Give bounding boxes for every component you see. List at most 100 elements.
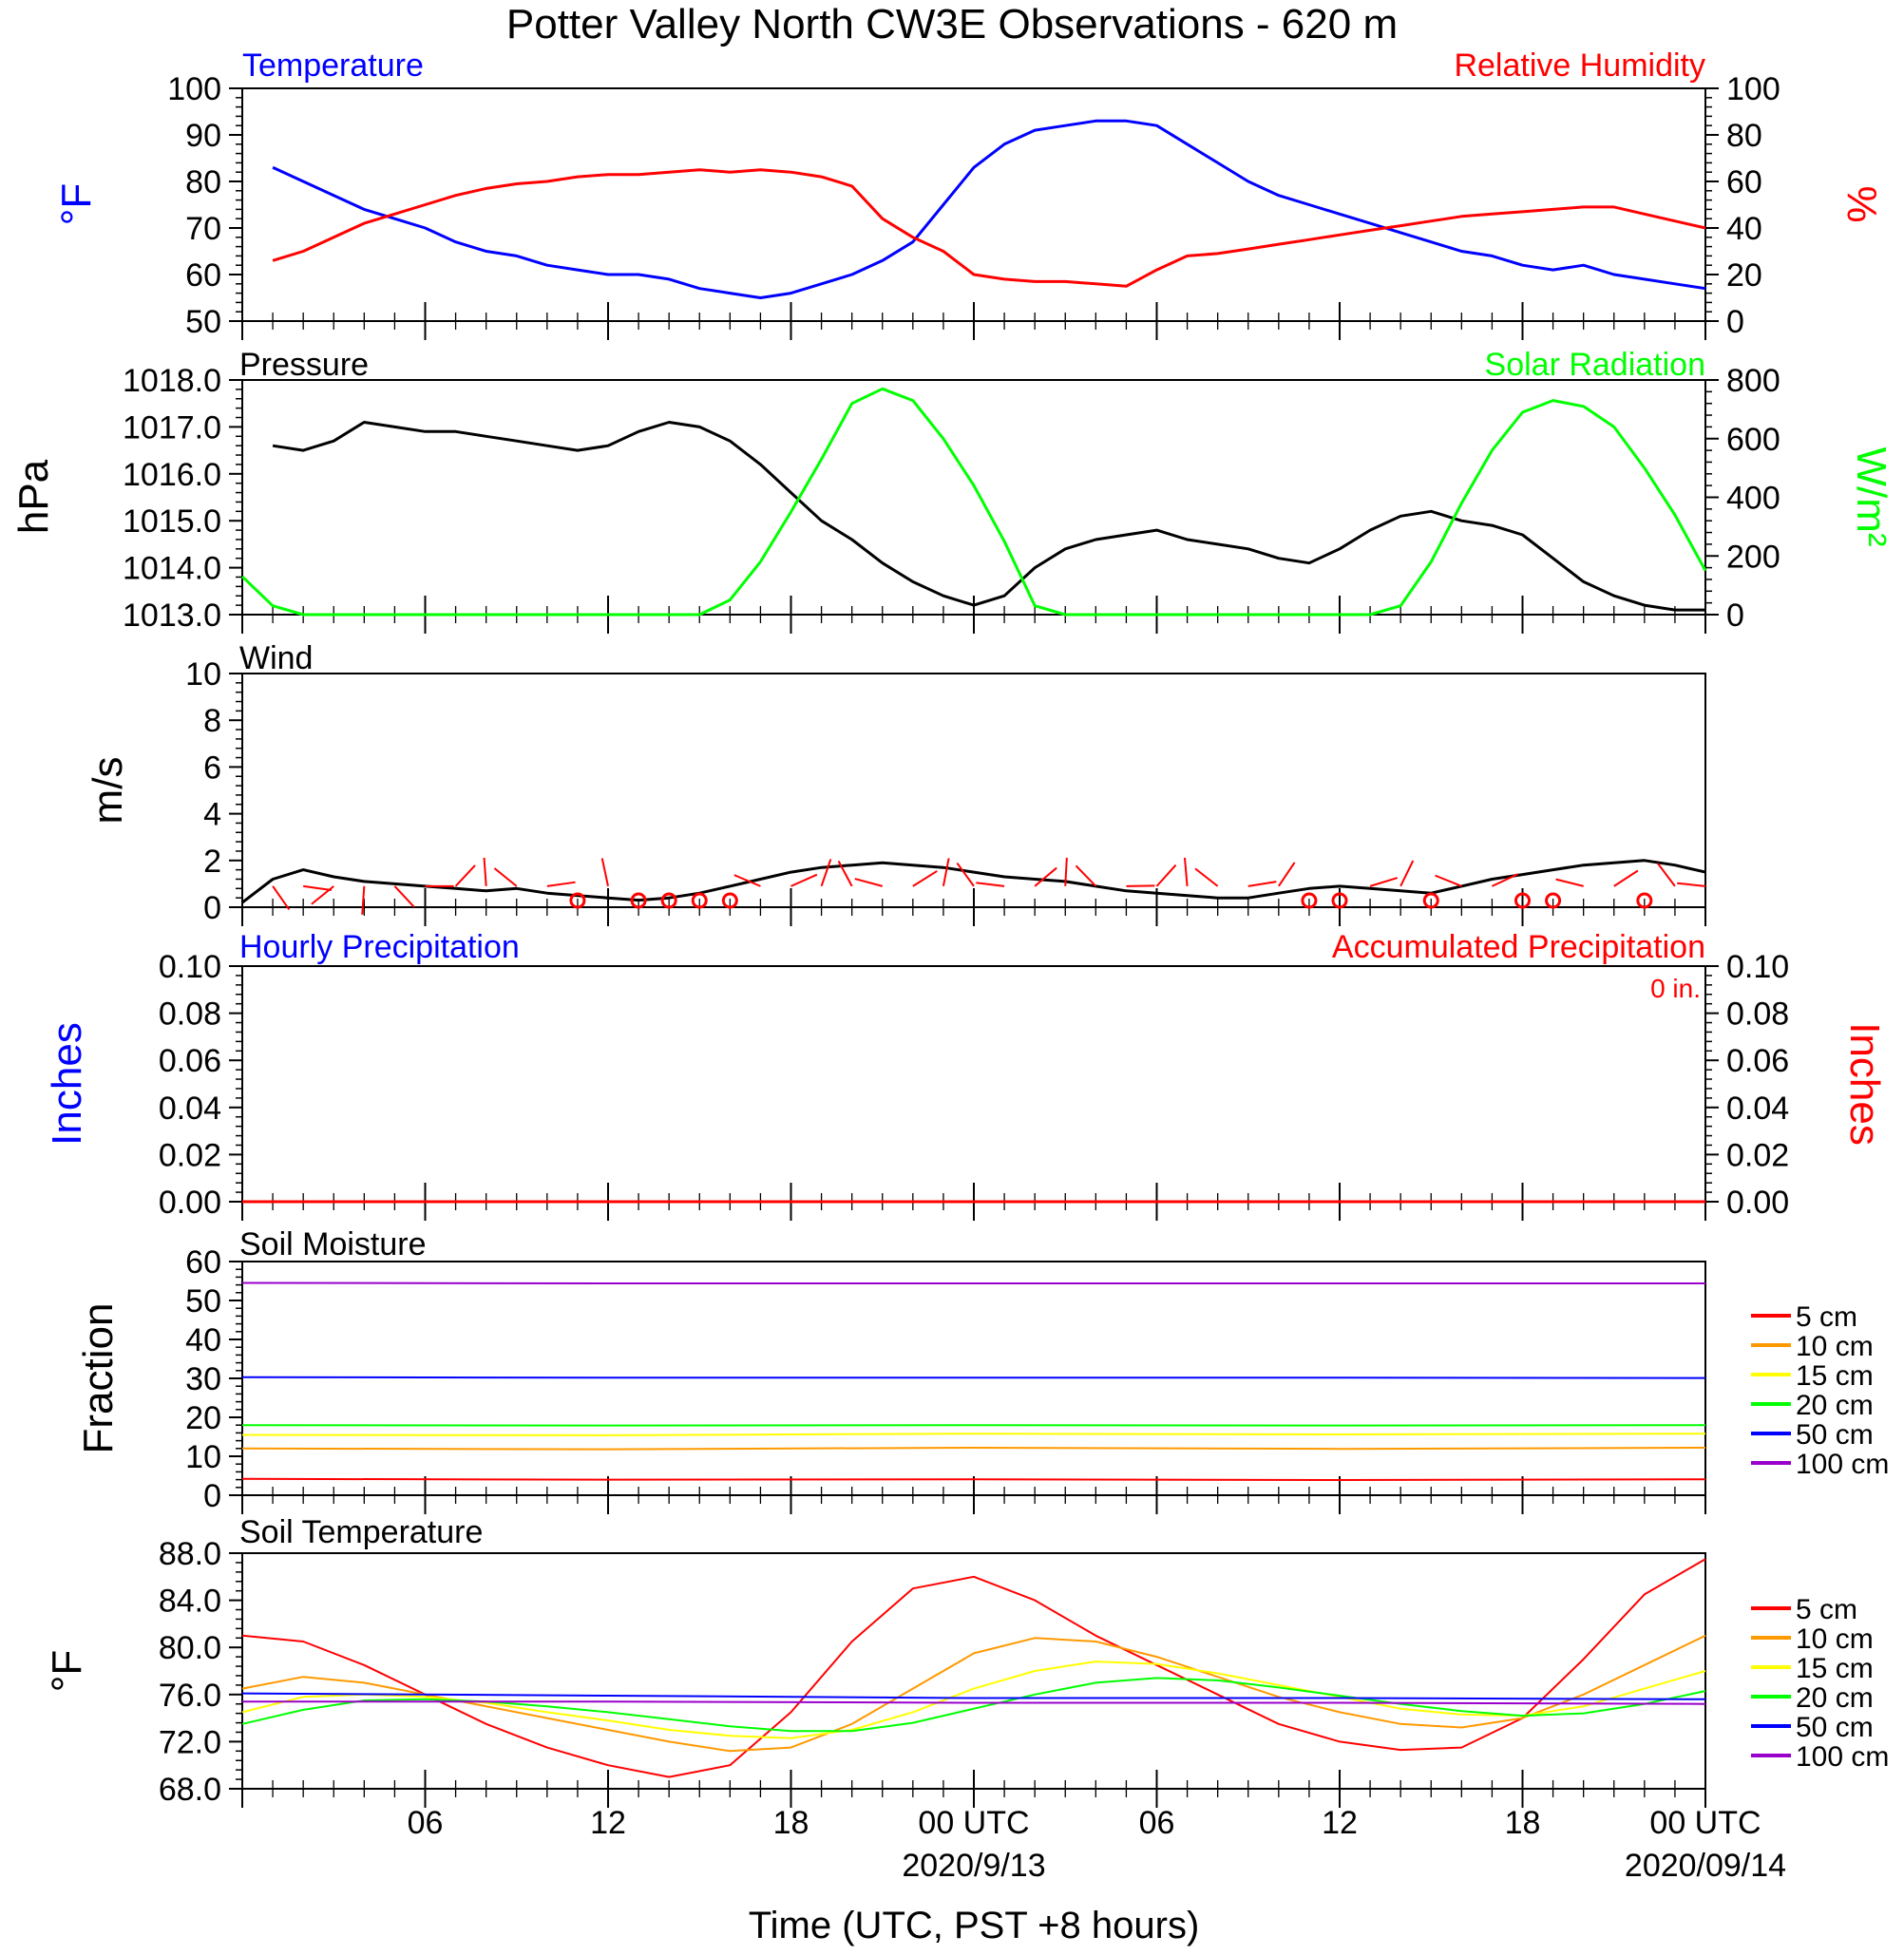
x-tick-label: 12: [1322, 1805, 1358, 1841]
wind-barb: [820, 859, 832, 887]
calm-marker: [630, 892, 647, 909]
y-tick-label: 0.00: [159, 1185, 221, 1221]
calm-marker: [1636, 892, 1653, 909]
wind-barb: [942, 858, 950, 887]
legend-label: 50 cm: [1796, 1712, 1874, 1743]
wind-barb: [1064, 857, 1068, 886]
wind-barb: [854, 878, 884, 887]
y-tick-label: 0.10: [159, 949, 221, 985]
panel-ticks: 0.10 0.08 0.06 0.04 0.02 0.00 0.10 0.08 0.06 0.04…: [159, 949, 1789, 1221]
wind-barb: [1155, 864, 1177, 887]
x-tick-label: 18: [773, 1805, 809, 1841]
y-tick-label: 0: [1726, 304, 1744, 340]
y-tick-label: 1013.0: [123, 598, 221, 634]
y-tick-label: 20: [1726, 257, 1762, 294]
x-date-label: 2020/9/13: [902, 1848, 1045, 1884]
y-tick-label: 1017.0: [123, 409, 221, 446]
panel-series: [241, 1558, 1706, 1778]
figure-title: Potter Valley North CW3E Observations - …: [506, 1, 1398, 47]
calm-marker: [569, 892, 586, 909]
y-tick-label: 0.06: [159, 1043, 221, 1079]
y-tick-label: 100: [167, 71, 221, 107]
y-label-hpa: hPa: [10, 459, 57, 534]
wind-barb: [1194, 867, 1219, 887]
y-tick-label: 72.0: [159, 1724, 221, 1760]
y-tick-label: 4: [203, 797, 221, 833]
wind-barb: [1657, 863, 1676, 887]
y-tick-label: 80: [1726, 118, 1762, 154]
panel-title-soil-moisture: Soil Moisture: [239, 1226, 427, 1262]
y-tick-label: 6: [203, 750, 221, 786]
panel-title-relative-humidity: Relative Humidity: [1454, 47, 1705, 84]
legend-label: 5 cm: [1796, 1594, 1857, 1625]
accumulated-total-label: 0 in.: [1650, 974, 1701, 1003]
legend-label: 10 cm: [1796, 1331, 1874, 1362]
wind-barb: [303, 884, 333, 892]
y-tick-label: 0: [203, 890, 221, 926]
wind-barb: [493, 867, 518, 887]
wind-barb: [790, 873, 818, 887]
y-label-soil-fahrenheit: °F: [44, 1650, 90, 1692]
wind-barb: [1126, 884, 1155, 887]
wind-barb: [272, 885, 291, 911]
y-tick-label: 50: [185, 1283, 221, 1319]
y-tick-label: 1014.0: [123, 551, 221, 587]
y-tick-label: 8: [203, 703, 221, 739]
wind-barb: [1491, 873, 1519, 887]
legend-label: 15 cm: [1796, 1360, 1874, 1392]
panel-precipitation: Hourly Precipitation Accumulated Precipi…: [44, 929, 1888, 1221]
y-tick-label: 40: [1726, 211, 1762, 247]
time-axis: 06 12 18 00 UTC 06 12 18 00 UTC 2020/9/13 2020/09…: [408, 1805, 1787, 1884]
panel-title-wind: Wind: [239, 640, 313, 676]
y-tick-label: 0.02: [1726, 1137, 1789, 1173]
y-tick-label: 1015.0: [123, 503, 221, 540]
y-label-fraction: Fraction: [75, 1303, 122, 1454]
y-tick-label: 0.04: [1726, 1091, 1789, 1127]
panel-ticks: 88.0 84.0 80.0 76.0 72.0 68.0: [159, 1536, 1706, 1808]
wind-barb: [1369, 877, 1399, 887]
wind-barb: [733, 874, 761, 887]
wind-barb: [912, 870, 938, 887]
y-tick-label: 0.10: [1726, 949, 1789, 985]
panel-ticks: 1018.0 1017.0 1016.0 1015.0 1014.0 1013.0 800 6…: [123, 363, 1780, 634]
panel-ticks: 100 90 80 70 60 50 100 80 60 40 20 0: [167, 71, 1780, 340]
y-tick-label: 40: [185, 1322, 221, 1358]
y-tick-label: 30: [185, 1361, 221, 1397]
y-tick-label: 0.06: [1726, 1043, 1789, 1079]
panel-pressure-solar: Pressure Solar Radiation hPa W/m² 1018.0…: [10, 347, 1894, 634]
wind-barb: [1435, 874, 1462, 887]
y-tick-label: 800: [1726, 363, 1780, 399]
y-tick-label: 50: [185, 304, 221, 340]
wind-barb: [454, 864, 476, 887]
y-tick-label: 200: [1726, 539, 1780, 575]
legend-label: 15 cm: [1796, 1653, 1874, 1684]
y-tick-label: 1018.0: [123, 363, 221, 399]
y-tick-label: 1016.0: [123, 457, 221, 493]
wind-barb: [1034, 866, 1057, 887]
wind-barb: [483, 857, 487, 886]
x-axis-label: Time (UTC, PST +8 hours): [749, 1905, 1200, 1946]
y-tick-label: 90: [185, 118, 221, 154]
wind-barb: [311, 885, 334, 905]
y-label-ms: m/s: [85, 757, 131, 825]
y-tick-label: 0.08: [1726, 996, 1789, 1033]
wind-barb: [1555, 878, 1584, 887]
x-tick-label: 18: [1505, 1805, 1541, 1841]
panel-title-accumulated-precipitation: Accumulated Precipitation: [1332, 929, 1705, 965]
y-tick-label: 88.0: [159, 1536, 221, 1572]
wind-barb: [956, 863, 975, 887]
x-tick-label: 06: [408, 1805, 444, 1841]
panel-soil-temperature: Soil Temperature °F 88.0 84.0 80.0 76.0 72.0…: [44, 1514, 1889, 1808]
x-date-label: 2020/09/14: [1625, 1848, 1786, 1884]
x-tick-label: 00 UTC: [918, 1805, 1029, 1841]
wind-barb: [976, 882, 1005, 887]
calm-marker: [721, 892, 738, 909]
y-tick-label: 20: [185, 1400, 221, 1436]
y-tick-label: 60: [185, 257, 221, 294]
wind-barb: [1075, 864, 1097, 887]
panel-title-solar-radiation: Solar Radiation: [1485, 347, 1705, 383]
